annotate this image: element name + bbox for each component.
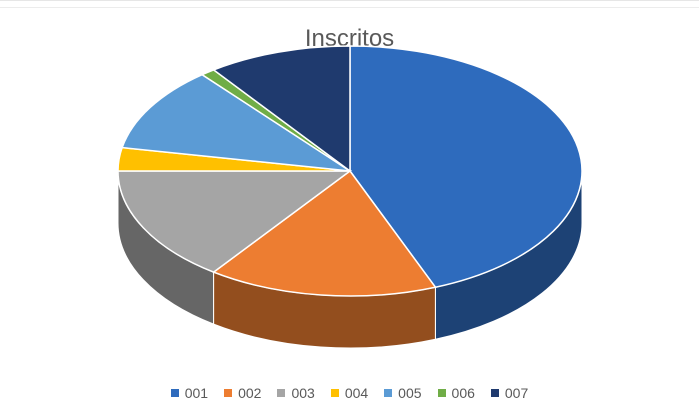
pie-slice-001 — [349, 45, 583, 289]
legend-swatch-006 — [437, 389, 446, 397]
pie-slice-002 — [212, 169, 437, 297]
legend-label-005: 005 — [398, 385, 422, 401]
legend-label-006: 006 — [451, 385, 475, 401]
legend-label-007: 007 — [504, 385, 529, 401]
legend-item-007: 007 — [490, 385, 529, 401]
legend-item-002: 002 — [224, 385, 261, 401]
pie-slice-005 — [121, 73, 351, 172]
legend-swatch-001 — [170, 389, 179, 397]
legend-item-004: 004 — [330, 385, 369, 401]
legend-item-006: 006 — [437, 385, 475, 401]
pie-slice-003 — [117, 170, 353, 273]
legend-label-001: 001 — [184, 385, 209, 401]
pie-slice-007 — [212, 45, 351, 173]
legend-label-003: 003 — [291, 385, 315, 401]
legend-label-004: 004 — [344, 385, 369, 401]
legend-label-002: 002 — [238, 385, 262, 401]
legend-swatch-007 — [490, 389, 499, 397]
legend: 001 002 003 004 005 006 007 — [0, 385, 699, 401]
legend-swatch-002 — [224, 389, 233, 397]
legend-swatch-003 — [277, 389, 286, 397]
top-border-line — [0, 7, 699, 8]
legend-item-001: 001 — [170, 385, 209, 401]
legend-item-005: 005 — [384, 385, 422, 401]
legend-item-003: 003 — [277, 385, 315, 401]
legend-swatch-005 — [384, 389, 393, 397]
legend-swatch-004 — [330, 389, 339, 397]
